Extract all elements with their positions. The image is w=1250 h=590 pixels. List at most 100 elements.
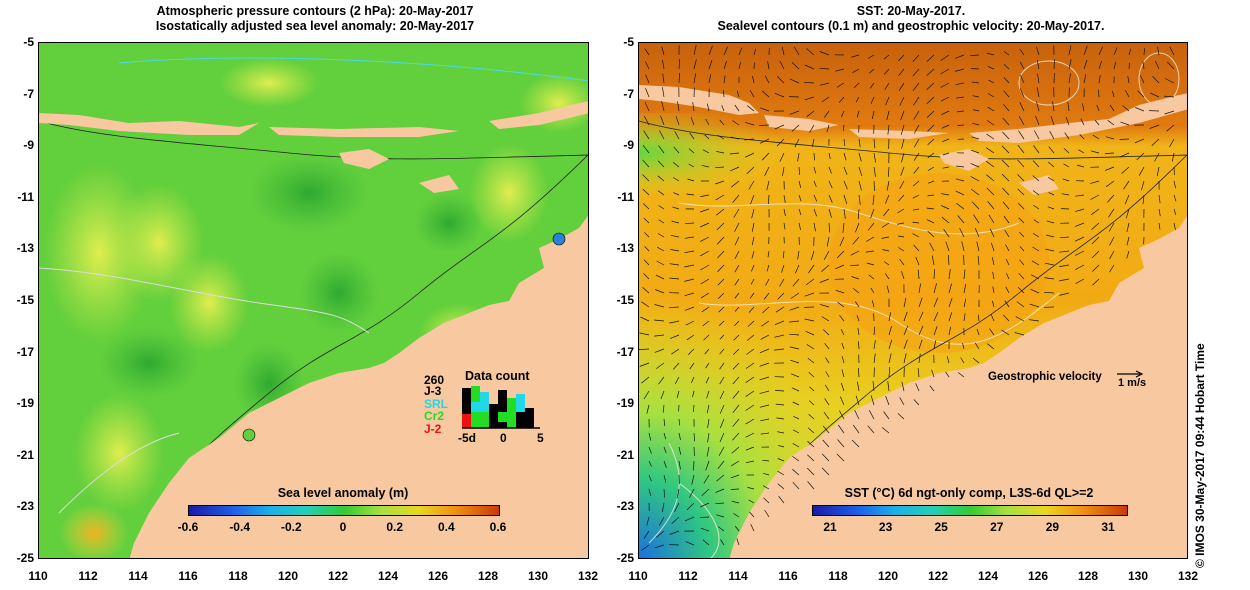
velocity-vector	[759, 404, 770, 408]
velocity-vector	[1091, 250, 1100, 259]
velocity-vector	[809, 386, 815, 392]
velocity-vector	[693, 432, 695, 442]
velocity-vector	[990, 242, 995, 252]
velocity-vector	[746, 348, 755, 355]
velocity-vector	[857, 367, 860, 378]
velocity-vector	[656, 530, 665, 538]
velocity-vector	[872, 381, 875, 392]
velocity-vector	[838, 96, 845, 103]
velocity-vector	[926, 207, 935, 210]
velocity-vector	[658, 219, 665, 224]
velocity-vector	[819, 278, 830, 283]
velocity-vector	[963, 284, 967, 294]
velocity-vector	[669, 277, 680, 280]
data-count-inset: 260 Data count J-3 SRL Cr2 J-2 -5d 0 5	[420, 368, 570, 448]
velocity-vector	[1065, 116, 1070, 126]
velocity-vector	[927, 180, 935, 184]
velocity-vector	[855, 96, 860, 103]
velocity-vector	[643, 390, 650, 400]
velocity-vector	[663, 418, 666, 427]
velocity-vector	[642, 203, 650, 210]
velocity-vector	[657, 175, 665, 182]
velocity-vector	[706, 390, 710, 399]
velocity-vector	[662, 73, 665, 84]
velocity-vector	[746, 334, 755, 341]
velocity-vector	[661, 502, 665, 513]
velocity-vector	[777, 483, 785, 490]
velocity-vector	[793, 46, 800, 56]
velocity-vector	[750, 278, 755, 285]
velocity-vector	[751, 236, 755, 246]
velocity-vector	[671, 516, 680, 525]
velocity-vector	[807, 441, 815, 448]
velocity-vector	[1033, 204, 1040, 210]
velocity-vector	[734, 320, 740, 327]
velocity-vector	[745, 362, 755, 369]
velocity-vector	[706, 103, 710, 112]
velocity-vector	[745, 404, 755, 411]
velocity-vector	[685, 541, 695, 546]
velocity-vector	[986, 52, 995, 56]
velocity-vector	[867, 425, 875, 434]
velocity-vector	[1090, 208, 1100, 216]
velocity-vector	[898, 247, 905, 252]
velocity-vector	[843, 152, 847, 161]
velocity-vector	[941, 216, 950, 224]
velocity-vector	[702, 149, 710, 154]
velocity-vector	[972, 122, 980, 126]
velocity-vector	[1083, 59, 1088, 70]
velocity-vector	[1149, 124, 1160, 129]
velocity-vector	[933, 269, 935, 280]
velocity-vector	[1002, 201, 1010, 210]
velocity-vector	[1126, 222, 1130, 232]
velocity-vector	[873, 180, 875, 192]
velocity-vector	[1019, 246, 1025, 252]
velocity-vector	[701, 488, 710, 497]
velocity-vector	[640, 316, 650, 322]
velocity-vector	[716, 208, 725, 216]
velocity-vector	[992, 286, 995, 294]
velocity-vector	[912, 180, 920, 187]
velocity-vector	[1113, 47, 1118, 56]
velocity-vector	[658, 376, 665, 385]
velocity-vector	[703, 474, 710, 484]
velocity-legend-arrow-icon	[1117, 370, 1144, 378]
velocity-vector	[918, 297, 923, 308]
velocity-vector	[857, 208, 860, 220]
velocity-vector	[716, 222, 725, 231]
velocity-vector	[989, 228, 995, 238]
velocity-vector	[852, 68, 860, 74]
velocity-vector	[641, 301, 650, 308]
velocity-vector	[857, 328, 860, 336]
x-tick-label: 114	[128, 569, 148, 583]
velocity-vector	[821, 264, 830, 272]
velocity-vector	[1018, 130, 1025, 140]
velocity-vector	[1163, 95, 1175, 98]
y-tick-label: -19	[616, 396, 634, 411]
velocity-vector	[881, 236, 890, 239]
velocity-vector	[1059, 292, 1070, 296]
velocity-vector	[778, 495, 785, 504]
velocity-vector	[867, 54, 875, 59]
velocity-vector	[931, 255, 935, 266]
x-tick-label: 122	[327, 569, 349, 583]
y-tick-label: -9	[23, 138, 34, 153]
velocity-vector	[684, 236, 695, 239]
velocity-vector	[805, 278, 815, 286]
velocity-vector	[807, 481, 815, 490]
velocity-vector	[917, 368, 920, 378]
velocity-vector	[671, 220, 680, 224]
velocity-vector	[865, 250, 875, 253]
velocity-vector	[686, 193, 695, 196]
velocity-vector	[1033, 219, 1040, 224]
velocity-vector	[759, 362, 770, 367]
y-tick-label: -17	[616, 344, 634, 359]
velocity-vector	[678, 59, 681, 70]
velocity-vector	[1050, 115, 1055, 126]
velocity-vector	[1074, 236, 1085, 242]
velocity-vector	[825, 384, 830, 392]
velocity-vector	[841, 356, 845, 364]
velocity-vector	[779, 152, 785, 162]
y-tick-label: -15	[616, 293, 634, 307]
velocity-vector	[1048, 192, 1055, 196]
